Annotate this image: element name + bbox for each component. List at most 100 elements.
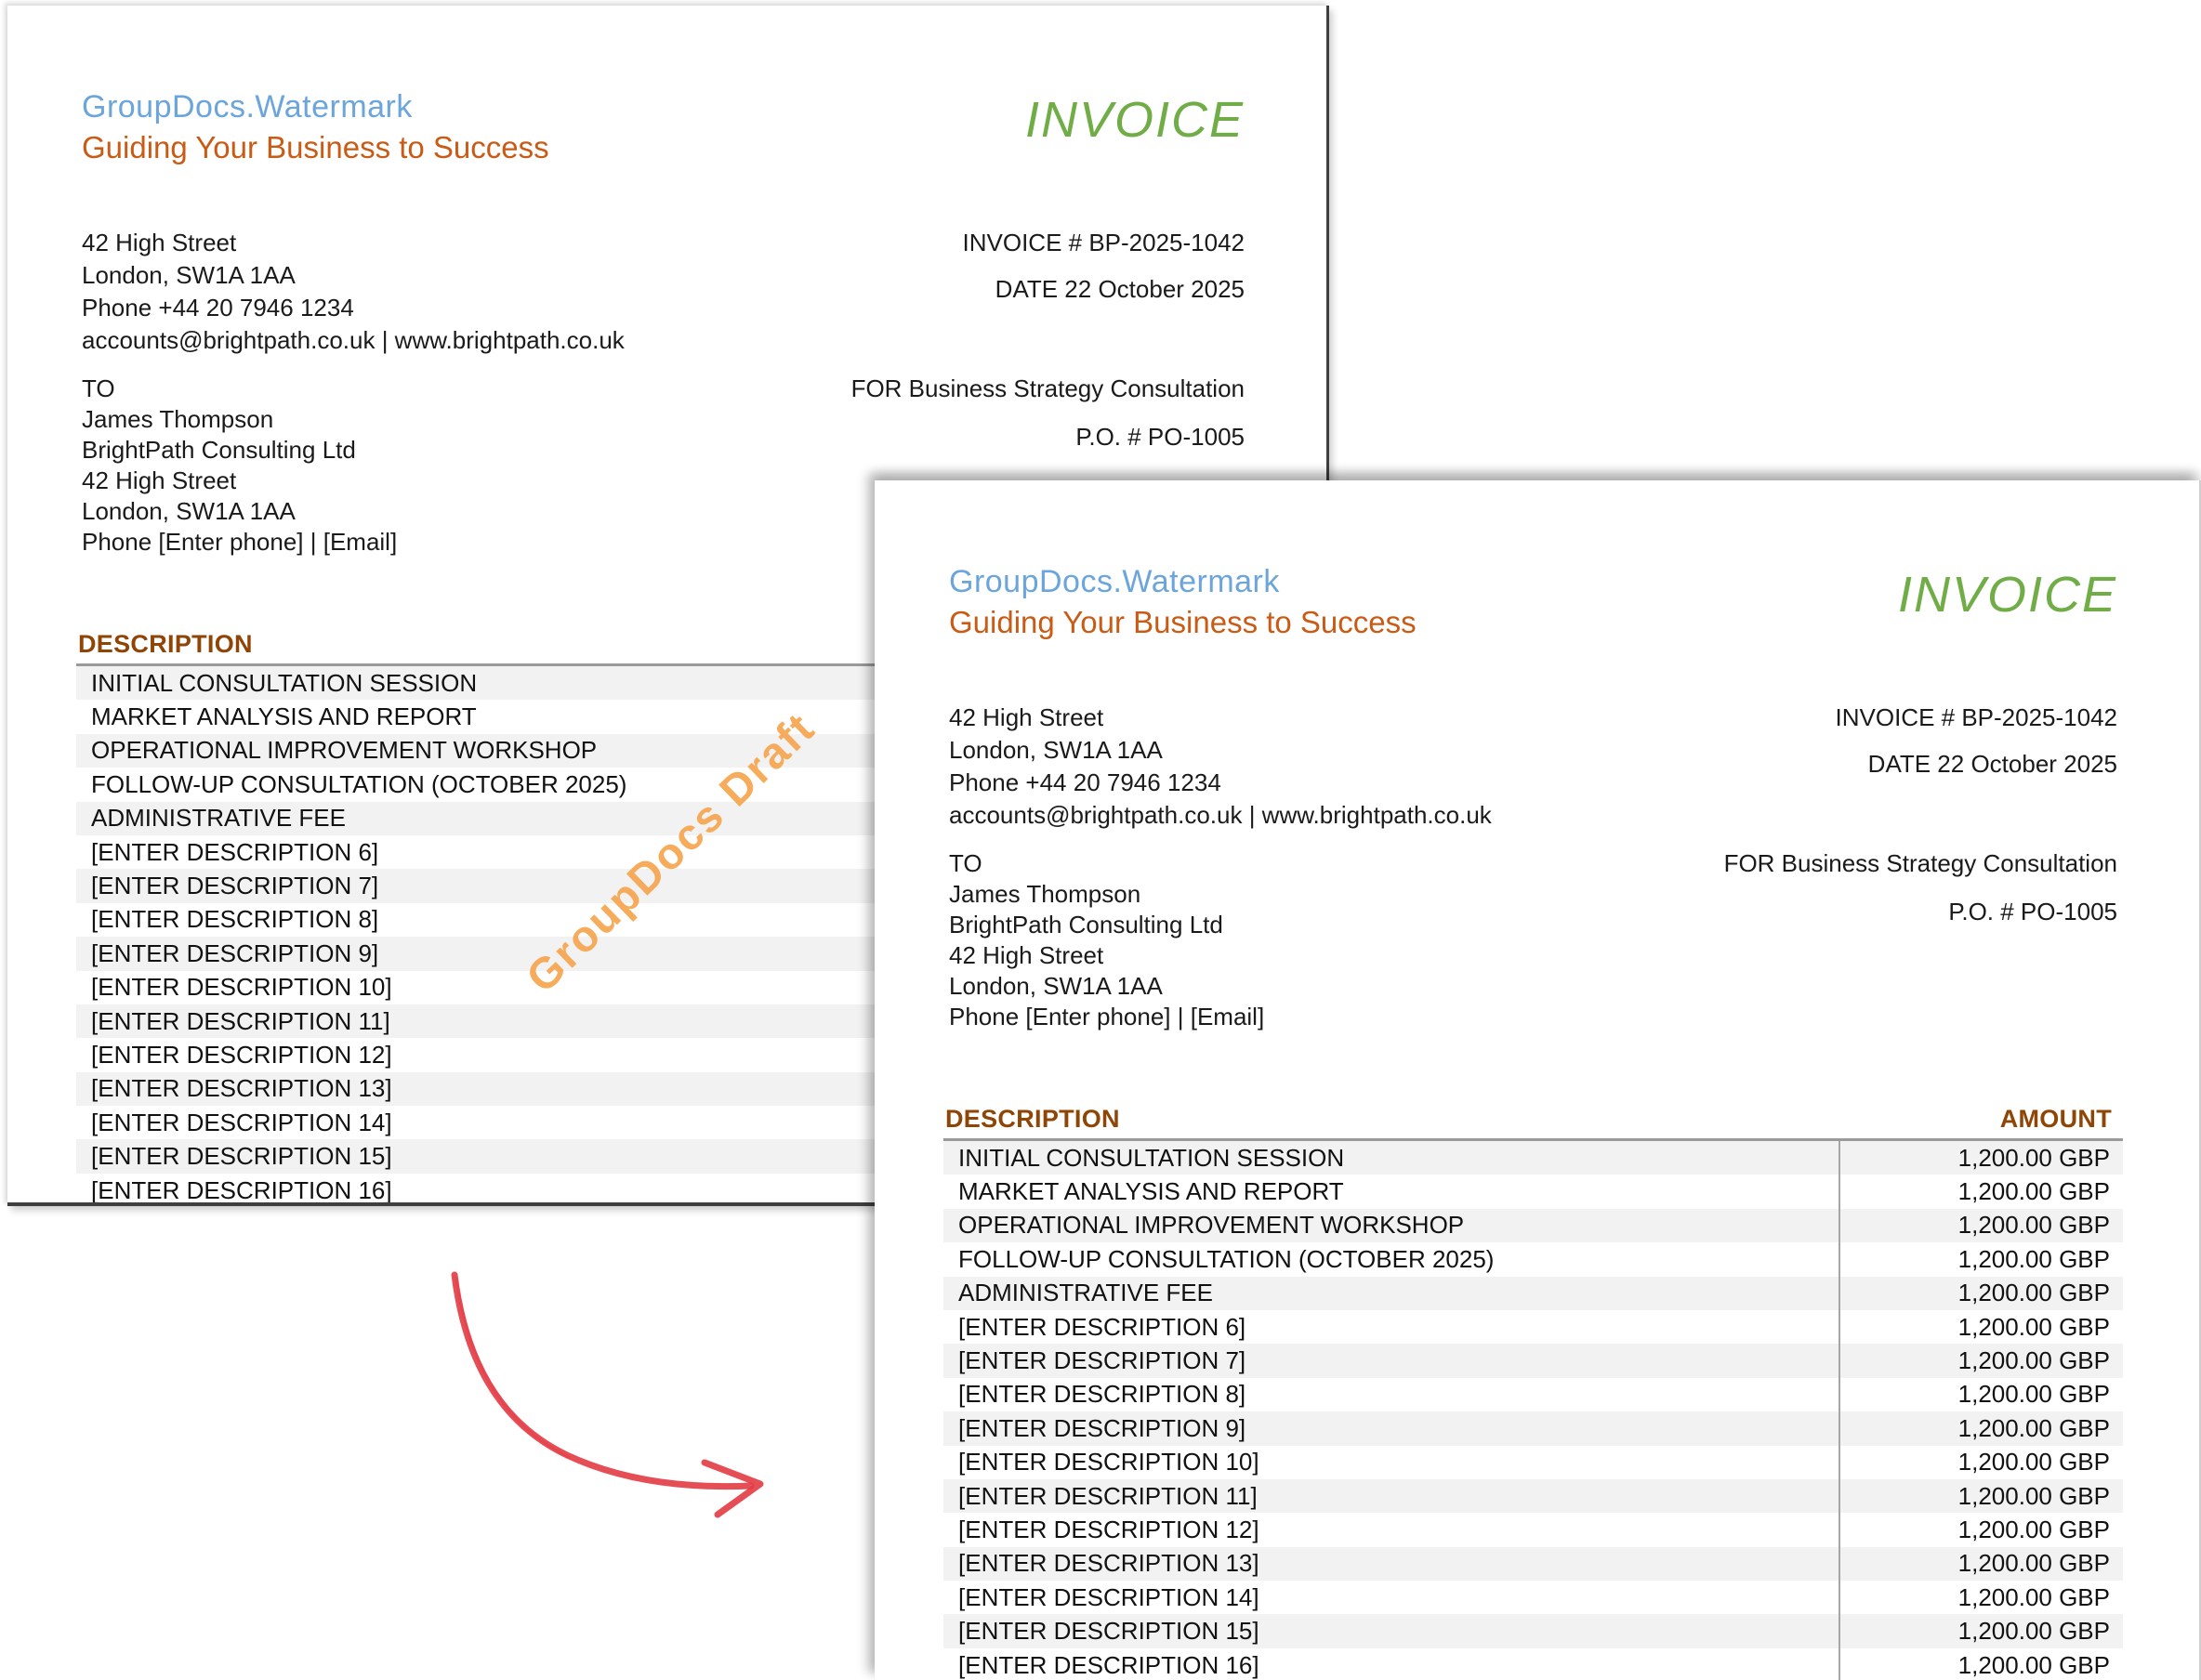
- row-description: MARKET ANALYSIS AND REPORT: [91, 702, 477, 731]
- invoice-number: INVOICE # BP-2025-1042: [962, 229, 1245, 256]
- table-body: INITIAL CONSULTATION SESSION 1,200.00 GB…: [943, 1141, 2123, 1680]
- row-description: [ENTER DESCRIPTION 7]: [958, 1346, 1246, 1375]
- invoice-meta: INVOICE # BP-2025-1042 DATE 22 October 2…: [963, 229, 1245, 304]
- address-line: London, SW1A 1AA: [949, 736, 1163, 764]
- line-items-table: DESCRIPTION AMOUNT INITIAL CONSULTATION …: [943, 1105, 2123, 1680]
- row-description: [ENTER DESCRIPTION 13]: [91, 1074, 392, 1103]
- table-row: [ENTER DESCRIPTION 15] 1,200.00 GBP: [943, 1614, 2123, 1648]
- invoice-title: INVOICE: [1897, 567, 2117, 623]
- company-address: 42 High Street London, SW1A 1AA Phone +44 …: [949, 702, 1492, 832]
- for-block: FOR Business Strategy Consultation P.O. …: [851, 374, 1245, 453]
- brand-name: GroupDocs.Watermark: [949, 564, 1280, 599]
- row-description: [ENTER DESCRIPTION 12]: [91, 1040, 392, 1069]
- row-description: [ENTER DESCRIPTION 11]: [91, 1006, 390, 1035]
- bill-to-line: James Thompson: [949, 880, 1141, 908]
- invoice-meta: INVOICE # BP-2025-1042 DATE 22 October 2…: [1836, 703, 2118, 779]
- table-row: FOLLOW-UP CONSULTATION (OCTOBER 2025) 1,…: [943, 1242, 2123, 1277]
- for-block: FOR Business Strategy Consultation P.O. …: [1724, 848, 2117, 927]
- description-header: DESCRIPTION: [78, 630, 253, 658]
- row-description: [ENTER DESCRIPTION 15]: [958, 1617, 1259, 1646]
- bill-to-line: BrightPath Consulting Ltd: [949, 911, 1223, 938]
- bill-to-line: TO: [949, 849, 982, 877]
- po-number: P.O. # PO-1005: [1948, 898, 2117, 925]
- brand-tagline: Guiding Your Business to Success: [82, 130, 549, 164]
- for-line: FOR Business Strategy Consultation: [850, 374, 1245, 402]
- row-amount: 1,200.00 GBP: [1839, 1581, 2123, 1615]
- row-amount: 1,200.00 GBP: [1839, 1614, 2123, 1648]
- row-description: OPERATIONAL IMPROVEMENT WORKSHOP: [91, 736, 598, 765]
- company-address: 42 High Street London, SW1A 1AA Phone +44 …: [82, 227, 625, 357]
- table-row: OPERATIONAL IMPROVEMENT WORKSHOP 1,200.0…: [943, 1208, 2123, 1243]
- description-header: DESCRIPTION: [945, 1105, 1120, 1133]
- table-row: [ENTER DESCRIPTION 8] 1,200.00 GBP: [943, 1377, 2123, 1412]
- row-amount: 1,200.00 GBP: [1839, 1242, 2123, 1277]
- address-line: 42 High Street: [949, 703, 1104, 731]
- row-amount: 1,200.00 GBP: [1839, 1411, 2123, 1446]
- brand-block: GroupDocs.Watermark Guiding Your Busines…: [82, 89, 549, 165]
- row-description: ADMINISTRATIVE FEE: [958, 1279, 1213, 1307]
- table-row: [ENTER DESCRIPTION 12] 1,200.00 GBP: [943, 1513, 2123, 1547]
- bill-to-line: BrightPath Consulting Ltd: [82, 436, 356, 464]
- row-description: [ENTER DESCRIPTION 10]: [91, 973, 392, 1002]
- address-line: accounts@brightpath.co.uk | www.brightpa…: [82, 326, 625, 354]
- address-line: London, SW1A 1AA: [82, 261, 296, 289]
- row-amount: 1,200.00 GBP: [1839, 1377, 2123, 1412]
- bill-to-line: 42 High Street: [949, 941, 1104, 969]
- bill-to-block: TO James Thompson BrightPath Consulting Lt…: [82, 374, 397, 558]
- row-description: ADMINISTRATIVE FEE: [91, 804, 346, 833]
- invoice-date: DATE 22 October 2025: [995, 275, 1245, 303]
- row-description: [ENTER DESCRIPTION 11]: [958, 1481, 1258, 1510]
- brand-name: GroupDocs.Watermark: [82, 89, 413, 125]
- row-amount: 1,200.00 GBP: [1839, 1546, 2123, 1582]
- row-amount: 1,200.00 GBP: [1839, 1175, 2123, 1209]
- row-amount: 1,200.00 GBP: [1839, 1309, 2123, 1345]
- row-description: [ENTER DESCRIPTION 9]: [958, 1413, 1246, 1442]
- table-row: [ENTER DESCRIPTION 14] 1,200.00 GBP: [943, 1581, 2123, 1615]
- row-amount: 1,200.00 GBP: [1839, 1276, 2123, 1310]
- bill-to-line: James Thompson: [82, 405, 274, 433]
- row-description: [ENTER DESCRIPTION 16]: [91, 1175, 392, 1204]
- table-row: [ENTER DESCRIPTION 7] 1,200.00 GBP: [943, 1344, 2123, 1378]
- row-amount: 1,200.00 GBP: [1839, 1445, 2123, 1479]
- row-description: FOLLOW-UP CONSULTATION (OCTOBER 2025): [958, 1244, 1495, 1273]
- invoice-document-clean: GroupDocs.Watermark Guiding Your Busines…: [875, 480, 2201, 1680]
- row-description: [ENTER DESCRIPTION 7]: [91, 872, 379, 900]
- amount-header: AMOUNT: [1999, 1105, 2112, 1133]
- po-number: P.O. # PO-1005: [1075, 423, 1245, 451]
- table-row: [ENTER DESCRIPTION 10] 1,200.00 GBP: [943, 1445, 2123, 1479]
- bill-to-line: London, SW1A 1AA: [82, 497, 296, 525]
- red-arrow-icon: [400, 1236, 818, 1533]
- row-amount: 1,200.00 GBP: [1839, 1344, 2123, 1378]
- brand-tagline: Guiding Your Business to Success: [949, 605, 1417, 639]
- row-description: [ENTER DESCRIPTION 9]: [91, 938, 379, 967]
- bill-to-line: Phone [Enter phone] | [Email]: [949, 1003, 1265, 1030]
- invoice-title: INVOICE: [1024, 92, 1245, 148]
- row-description: [ENTER DESCRIPTION 10]: [958, 1448, 1259, 1477]
- row-amount: 1,200.00 GBP: [1839, 1513, 2123, 1547]
- row-description: [ENTER DESCRIPTION 13]: [958, 1549, 1259, 1578]
- table-row: INITIAL CONSULTATION SESSION 1,200.00 GB…: [943, 1141, 2123, 1175]
- table-row: [ENTER DESCRIPTION 6] 1,200.00 GBP: [943, 1309, 2123, 1345]
- row-description: [ENTER DESCRIPTION 6]: [958, 1312, 1246, 1341]
- row-description: [ENTER DESCRIPTION 12]: [958, 1515, 1259, 1543]
- bill-to-block: TO James Thompson BrightPath Consulting Lt…: [949, 848, 1264, 1032]
- row-description: [ENTER DESCRIPTION 14]: [91, 1108, 392, 1136]
- brand-block: GroupDocs.Watermark Guiding Your Busines…: [949, 564, 1417, 640]
- row-amount: 1,200.00 GBP: [1839, 1647, 2123, 1680]
- table-row: [ENTER DESCRIPTION 16] 1,200.00 GBP: [943, 1647, 2123, 1680]
- row-amount: 1,200.00 GBP: [1839, 1141, 2123, 1175]
- table-row: [ENTER DESCRIPTION 13] 1,200.00 GBP: [943, 1546, 2123, 1582]
- row-description: OPERATIONAL IMPROVEMENT WORKSHOP: [958, 1211, 1465, 1240]
- invoice-number: INVOICE # BP-2025-1042: [1835, 703, 2118, 731]
- table-row: MARKET ANALYSIS AND REPORT 1,200.00 GBP: [943, 1175, 2123, 1209]
- row-description: INITIAL CONSULTATION SESSION: [91, 668, 478, 697]
- row-description: FOLLOW-UP CONSULTATION (OCTOBER 2025): [91, 769, 627, 798]
- row-amount: 1,200.00 GBP: [1839, 1478, 2123, 1514]
- invoice-date: DATE 22 October 2025: [1867, 750, 2117, 778]
- address-line: Phone +44 20 7946 1234: [949, 768, 1221, 796]
- table-header: DESCRIPTION AMOUNT: [943, 1105, 2123, 1141]
- row-description: [ENTER DESCRIPTION 16]: [958, 1650, 1259, 1679]
- bill-to-line: London, SW1A 1AA: [949, 972, 1163, 1000]
- bill-to-line: TO: [82, 374, 115, 402]
